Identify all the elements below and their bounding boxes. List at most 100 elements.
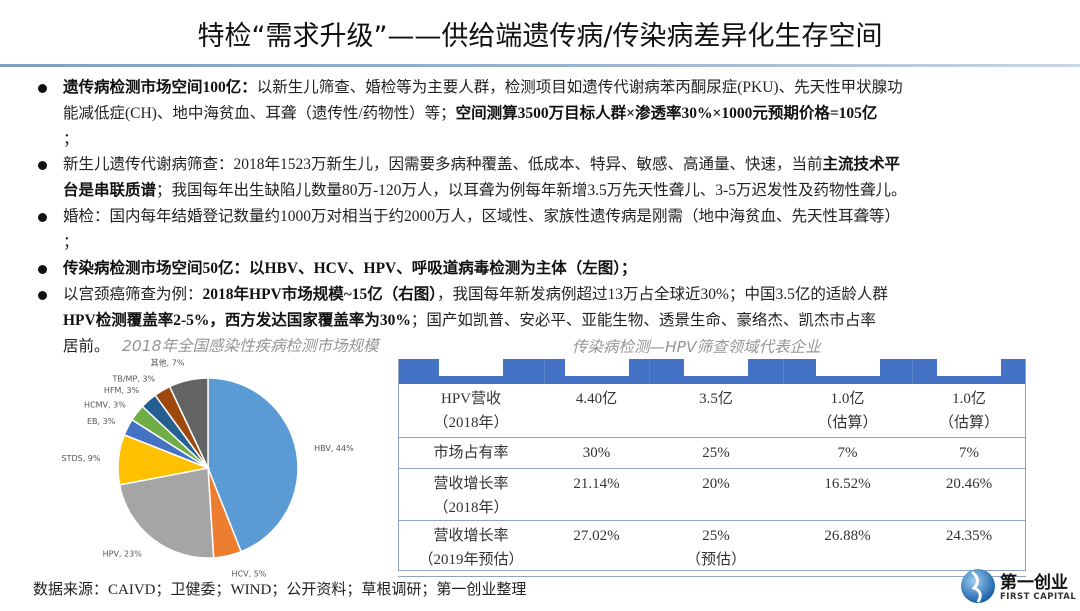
text: 新生儿遗传代谢病筛查：2018年1523万新生儿，因需要多病种覆盖、低成本、特异… <box>63 156 823 173</box>
cell-text: 30% <box>582 445 611 461</box>
header-redacted <box>438 359 503 376</box>
table-cell: 4.40亿 <box>544 384 649 438</box>
table-cell: 1.0亿 （估算） <box>912 384 1026 438</box>
text-line: 传染病检测市场空间50亿：以HBV、HCV、HPV、呼吸道病毒检测为主体（左图）… <box>63 259 637 279</box>
cell-text: （2018年） <box>433 415 509 431</box>
cell-text: 25% <box>702 528 730 544</box>
text: 能减低症(CH)、地中海贫血、耳聋（遗传性/药物性）等； <box>63 105 456 122</box>
bold-text: 遗传病检测市场空间100亿： <box>63 79 257 96</box>
table-cell: 21.14% <box>544 468 649 521</box>
cell-text: 1.0亿 <box>952 391 986 407</box>
table-cell: 30% <box>544 437 649 469</box>
bold-text: 主流技术平 <box>822 156 901 173</box>
text-line: 能减低症(CH)、地中海贫血、耳聋（遗传性/药物性）等；空间测算3500万目标人… <box>63 104 877 124</box>
pie-slice-其他 <box>168 377 209 469</box>
cell-text: 20% <box>702 476 730 492</box>
table-cell: 25% （预估） <box>649 520 783 577</box>
table-cell: 20% <box>649 468 783 521</box>
table-row: 营收增长率 （2018年） 21.14% 20% 16.52% 20.46% <box>398 468 1026 521</box>
pie-slice-HBV <box>207 377 299 553</box>
cell-text: 25% <box>702 445 730 461</box>
text-line: 遗传病检测市场空间100亿：以新生儿筛查、婚检等为主要人群，检测项目如遗传代谢病… <box>63 78 903 98</box>
text: 婚检：国内每年结婚登记数量约1000万对相当于约2000万人，区域性、家族性遗传… <box>63 208 901 225</box>
text-line: 新生儿遗传代谢病筛查：2018年1523万新生儿，因需要多病种覆盖、低成本、特异… <box>63 155 900 175</box>
cell-text: （2018年） <box>433 500 509 516</box>
globe-logo-icon <box>961 569 995 603</box>
text-line: 婚检：国内每年结婚登记数量约1000万对相当于约2000万人，区域性、家族性遗传… <box>63 207 900 227</box>
cell-text: 营收增长率 <box>433 476 509 492</box>
cell-text: 21.14% <box>573 476 620 492</box>
row-label: HPV营收 （2018年） <box>398 384 544 438</box>
logo-cn: 第一创业 <box>1000 573 1068 593</box>
cell-text: 24.35% <box>945 528 993 544</box>
table-cell: 25% <box>649 437 783 469</box>
slide-title: 特检“需求升级”——供给端遗传病/传染病差异化生存空间 <box>197 21 883 52</box>
cell-text: 7% <box>837 445 858 461</box>
text-line: ； <box>63 233 79 253</box>
table-cell: 7% <box>912 437 1026 469</box>
pie-label: HBV, 44% <box>314 444 354 453</box>
bullet-dot <box>38 265 47 274</box>
cell-text: 3.5亿 <box>699 391 733 407</box>
text: 以宫颈癌筛查为例： <box>63 286 203 303</box>
table-row: 市场占有率 30% 25% 7% 7% <box>398 437 1026 469</box>
text: ； <box>63 131 79 148</box>
pie-label: HCMV, 3% <box>84 400 126 409</box>
pie-label: HFM, 3% <box>104 386 140 395</box>
table-header-row <box>398 359 1026 384</box>
text: ，我国每年新发病例超过13万占全球近30%；中国3.5亿的适龄人群 <box>437 286 888 303</box>
cell-text: 20.46% <box>945 476 993 492</box>
table-cell: 3.5亿 <box>649 384 783 438</box>
table-cell: 26.88% <box>783 520 912 577</box>
text-line: 居前。 <box>63 337 110 357</box>
cell-text: 市场占有率 <box>433 445 509 461</box>
cell-text: （估算） <box>938 415 999 431</box>
cell-text: 7% <box>959 445 979 461</box>
text: ； <box>63 234 79 251</box>
bold-text: 空间测算3500万目标人群×渗透率30%×1000元预期价格=105亿 <box>455 105 878 122</box>
bullet-dot <box>38 291 47 300</box>
pie-label: 其他, 7% <box>151 358 185 368</box>
text-line: 以宫颈癌筛查为例：2018年HPV市场规模~15亿（右图），我国每年新发病例超过… <box>63 285 888 305</box>
title-divider <box>0 64 1080 67</box>
row-label: 市场占有率 <box>398 437 544 469</box>
bold-text: 2018年HPV市场规模~15亿（右图） <box>202 286 438 303</box>
text-line: HPV检测覆盖率2-5%，西方发达国家覆盖率为30%；国产如凯普、安必平、亚能生… <box>63 311 876 331</box>
cell-text: 16.52% <box>824 476 871 492</box>
table-row: HPV营收 （2018年） 4.40亿 3.5亿 1.0亿 （估算） 1.0亿 （估算） <box>398 384 1026 438</box>
bullet-dot <box>38 161 47 170</box>
table-cell: 24.35% <box>912 520 1026 577</box>
bold-text: HPV检测覆盖率2-5%，西方发达国家覆盖率为30% <box>63 312 411 329</box>
table-cell: 16.52% <box>783 468 912 521</box>
hpv-companies-table: HPV营收 （2018年） 4.40亿 3.5亿 1.0亿 （估算） 1.0亿 （估算） 市场占… <box>398 359 1026 577</box>
row-label: 营收增长率 （2019年预估） <box>398 520 544 577</box>
pie-caption: 2018年全国感染性疾病检测市场规模 <box>122 337 379 355</box>
pie-chart: HBV, 44% HCV, 5% HPV, 23% STDS, 9% EB, 3% HCM… <box>61 358 354 579</box>
cell-text: 营收增长率 <box>433 528 509 544</box>
header-redacted <box>684 359 748 376</box>
pie-slice-HPV <box>118 467 215 559</box>
cell-text: 27.02% <box>573 528 620 544</box>
text-line: ； <box>63 130 79 150</box>
table-cell: 20.46% <box>912 468 1026 521</box>
header-redacted <box>815 359 880 376</box>
bold-text: 传染病检测市场空间50亿：以HBV、HCV、HPV、呼吸道病毒检测为主体（左图）… <box>63 260 637 277</box>
logo-en: FIRST CAPITAL <box>1000 592 1077 602</box>
cell-text: （估算） <box>817 415 878 431</box>
pie-label: STDS, 9% <box>61 454 100 463</box>
row-label: 营收增长率 （2018年） <box>398 468 544 521</box>
company-logo: 第一创业 FIRST CAPITAL <box>958 566 1078 606</box>
header-redacted <box>564 359 629 376</box>
cell-text: 4.40亿 <box>575 391 618 407</box>
cell-text: 26.88% <box>824 528 871 544</box>
cell-text: （2019年预估） <box>418 552 524 568</box>
header-redacted <box>937 359 1002 376</box>
text: ；国产如凯普、安必平、亚能生物、透景生命、豪络杰、凯杰市占率 <box>410 312 876 329</box>
text: 居前。 <box>63 338 110 355</box>
bold-text: 台是串联质谱 <box>63 182 157 199</box>
pie-label: EB, 3% <box>87 417 116 426</box>
cell-text: （预估） <box>685 552 746 568</box>
cell-text: 1.0亿 <box>830 391 865 407</box>
table-cell: 1.0亿 （估算） <box>783 384 912 438</box>
table-caption: 传染病检测—HPV筛查领域代表企业 <box>572 338 821 356</box>
